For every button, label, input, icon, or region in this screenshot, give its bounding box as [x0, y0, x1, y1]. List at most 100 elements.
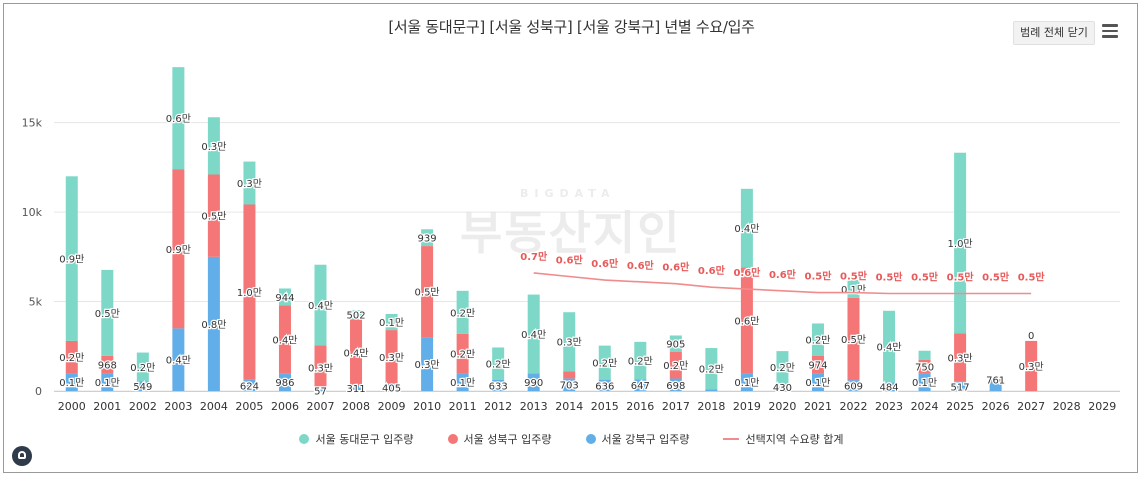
- demand-data-label: 0.6만: [591, 257, 619, 270]
- legend-item[interactable]: 서울 강북구 입주량: [585, 429, 689, 449]
- legend-item[interactable]: 서울 성북구 입주량: [447, 429, 552, 449]
- bar-segment: [740, 267, 753, 374]
- bar-segment: [563, 371, 576, 379]
- bar-segment: [350, 385, 363, 391]
- bar-data-label: 698: [666, 381, 685, 392]
- demand-data-label: 0.6만: [556, 253, 584, 266]
- bar-data-label: 0.2만: [770, 362, 795, 374]
- x-tick-label: 2009: [378, 400, 406, 413]
- bar-segment: [456, 290, 469, 334]
- bar-segment: [492, 379, 505, 391]
- x-tick-label: 2021: [804, 400, 832, 413]
- bar-segment: [527, 373, 540, 391]
- bar-segment: [243, 379, 256, 391]
- bar-data-label: 0.2만: [450, 348, 475, 360]
- bar-segment: [350, 319, 363, 386]
- bar-segment: [847, 380, 860, 391]
- home-logo-icon[interactable]: [12, 446, 32, 466]
- bar-segment: [811, 355, 824, 374]
- x-tick-label: 2025: [946, 400, 974, 413]
- bar-data-label: 986: [275, 378, 294, 389]
- bar-data-label: 0.1만: [841, 284, 866, 296]
- bar-segment: [207, 174, 220, 257]
- bar-segment: [172, 328, 185, 391]
- bar-data-label: 647: [631, 381, 650, 392]
- bar-segment: [776, 383, 789, 391]
- bar-segment: [598, 379, 611, 391]
- legend-item[interactable]: 선택지역 수요량 합계: [723, 429, 844, 449]
- chart-title: [서울 동대문구] [서울 성북구] [서울 강북구] 년별 수요/입주: [388, 18, 755, 36]
- demand-data-label: 0.7만: [520, 250, 548, 263]
- bar-segment: [207, 117, 220, 175]
- bar-data-label: 405: [382, 383, 401, 394]
- bar-segment: [989, 377, 1002, 383]
- bar-segment: [385, 330, 398, 384]
- bar-data-label: 0.4만: [272, 334, 297, 346]
- x-tick-label: 2015: [591, 400, 619, 413]
- bar-segment: [811, 323, 824, 356]
- bar-data-label: 0.3만: [237, 178, 262, 190]
- bar-segment: [669, 378, 682, 391]
- bar-data-label: 0.8만: [201, 319, 226, 331]
- bar-segment: [350, 310, 363, 320]
- x-tick-label: 2008: [342, 400, 370, 413]
- bar-data-label: 0.3만: [201, 141, 226, 153]
- bar-data-label: 0.2만: [130, 362, 155, 374]
- bar-data-label: 0.2만: [699, 364, 724, 376]
- bar-data-label: 517: [951, 382, 970, 393]
- x-tick-label: 2026: [982, 400, 1010, 413]
- y-tick-label: 0: [35, 385, 42, 398]
- hamburger-menu-icon[interactable]: [1102, 24, 1118, 38]
- bar-data-label: 0.4만: [308, 300, 333, 312]
- legend-dot-marker: [299, 434, 310, 444]
- bar-data-label: 974: [808, 360, 827, 371]
- bar-data-label: 0.4만: [521, 329, 546, 341]
- bar-segment: [705, 389, 718, 391]
- demand-data-label: 0.6만: [662, 261, 690, 274]
- x-tick-label: 2011: [449, 400, 477, 413]
- demand-data-label: 0.5만: [876, 270, 904, 283]
- bar-segment: [421, 229, 434, 247]
- x-tick-label: 2002: [129, 400, 157, 413]
- bar-data-label: 0.4만: [876, 342, 901, 354]
- x-tick-label: 2000: [58, 400, 86, 413]
- bar-data-label: 0.2만: [628, 356, 653, 368]
- bar-segment: [1025, 340, 1038, 391]
- bar-data-label: 990: [524, 378, 543, 389]
- legend-item[interactable]: 서울 동대문구 입주량: [299, 429, 414, 449]
- bar-data-label: 0.3만: [379, 352, 404, 364]
- bar-segment: [954, 152, 967, 334]
- bar-segment: [918, 350, 931, 360]
- x-tick-label: 2013: [520, 400, 548, 413]
- y-tick-label: 5k: [29, 296, 43, 309]
- bar-data-label: 1.0만: [237, 287, 262, 299]
- x-tick-label: 2006: [271, 400, 299, 413]
- bar-segment: [669, 335, 682, 352]
- bar-data-label: 0.9만: [59, 254, 84, 266]
- bar-data-label: 0.2만: [59, 352, 84, 364]
- bar-data-label: 636: [595, 381, 614, 392]
- bar-data-label: 939: [418, 234, 437, 245]
- bar-segment: [954, 333, 967, 382]
- bar-data-label: 0.5만: [841, 334, 866, 346]
- legend-toggle-button[interactable]: 범례 전체 닫기: [1013, 21, 1095, 45]
- bar-segment: [918, 373, 931, 391]
- bar-segment: [172, 169, 185, 329]
- x-tick-label: 2005: [235, 400, 263, 413]
- bar-data-label: 0.5만: [95, 308, 120, 320]
- bar-segment: [243, 161, 256, 205]
- bar-data-label: 944: [275, 293, 294, 304]
- bar-segment: [421, 337, 434, 391]
- chart-legend: 서울 동대문구 입주량 서울 성북구 입주량 서울 강북구 입주량 선택지역 수요량 …: [0, 429, 1143, 449]
- legend-item-label: 서울 동대문구 입주량: [315, 433, 414, 446]
- bar-data-label: 0.1만: [95, 377, 120, 389]
- bar-data-label: 0.2만: [805, 335, 830, 347]
- bar-data-label: 311: [346, 384, 365, 395]
- bar-segment: [136, 352, 149, 382]
- demand-data-label: 0.5만: [805, 270, 833, 283]
- bar-segment: [278, 305, 291, 374]
- bar-segment: [207, 256, 220, 391]
- bar-segment: [811, 373, 824, 391]
- bar-segment: [65, 340, 78, 374]
